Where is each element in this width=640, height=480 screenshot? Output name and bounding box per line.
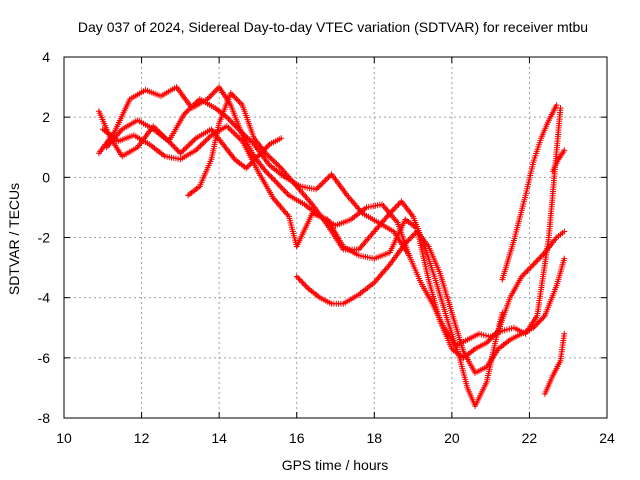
- x-axis-label: GPS time / hours: [282, 457, 389, 473]
- y-tick-label: -2: [38, 230, 51, 246]
- x-tick-label: 24: [599, 430, 615, 446]
- y-axis-label: SDTVAR / TECUs: [6, 183, 22, 295]
- series-markers-track-3: [103, 96, 564, 349]
- y-tick-label: 0: [42, 169, 50, 185]
- series-markers-track-7: [499, 102, 560, 283]
- series-markers-track-6: [293, 228, 568, 376]
- x-tick-label: 14: [211, 430, 227, 446]
- chart-title: Day 037 of 2024, Sidereal Day-to-day VTE…: [78, 19, 588, 35]
- x-tick-label: 10: [56, 430, 72, 446]
- x-tick-label: 16: [289, 430, 305, 446]
- y-tick-label: 4: [42, 49, 50, 65]
- axes: 10 12 14 16 18 20 22 24-8-6-4-2024: [38, 49, 615, 446]
- series-markers-track-9: [541, 330, 568, 397]
- y-tick-label: -4: [38, 290, 51, 306]
- y-tick-label: -8: [38, 410, 51, 426]
- series-line-track-4: [102, 125, 566, 359]
- x-tick-label: 18: [366, 430, 382, 446]
- x-tick-label: 12: [134, 430, 150, 446]
- y-tick-label: -6: [38, 350, 51, 366]
- data-markers: [95, 84, 568, 409]
- x-tick-label: 20: [444, 430, 460, 446]
- y-tick-label: 2: [42, 109, 50, 125]
- series-markers-track-8: [549, 147, 568, 175]
- series-markers-track-5: [185, 90, 506, 409]
- x-tick-label: 22: [522, 430, 538, 446]
- series-markers-track-4: [99, 123, 568, 361]
- series-markers-track-2: [95, 84, 413, 259]
- series-line-track-2: [98, 86, 411, 257]
